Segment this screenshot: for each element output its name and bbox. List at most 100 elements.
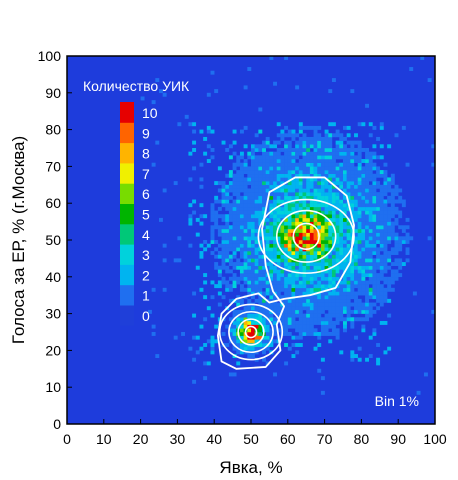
heatmap-cell: [320, 265, 325, 270]
heatmap-cell: [273, 276, 278, 281]
heatmap-cell: [376, 276, 381, 281]
heatmap-cell: [251, 181, 255, 186]
heatmap-cell: [372, 328, 377, 333]
heatmap-cell: [324, 136, 329, 141]
heatmap-cell: [221, 188, 226, 193]
heatmap-cell: [317, 243, 322, 248]
heatmap-cell: [284, 148, 289, 152]
heatmap-cell: [251, 313, 255, 318]
heatmap-cell: [313, 287, 318, 292]
heatmap-cell: [306, 273, 311, 278]
heatmap-cell: [339, 350, 344, 355]
heatmap-cell: [313, 125, 318, 130]
heatmap-cell: [251, 148, 255, 152]
colorbar-swatch: [120, 183, 134, 204]
heatmap-cell: [258, 199, 263, 204]
heatmap-cell: [269, 265, 274, 270]
heatmap-cell: [247, 192, 252, 197]
heatmap-cell: [265, 210, 270, 215]
heatmap-cell: [365, 173, 370, 178]
heatmap-cell: [379, 122, 384, 127]
heatmap-cell: [343, 148, 347, 152]
heatmap-cell: [350, 350, 355, 355]
heatmap-cell: [302, 287, 307, 292]
heatmap-cell: [254, 287, 259, 292]
heatmap-cell: [350, 269, 355, 274]
heatmap-cell: [331, 151, 336, 156]
heatmap-cell: [368, 291, 373, 296]
heatmap-cell: [368, 295, 373, 300]
heatmap-cell: [258, 280, 263, 285]
heatmap-cell: [243, 240, 248, 244]
heatmap-cell: [379, 170, 384, 175]
heatmap-cell: [298, 254, 303, 259]
heatmap-cell: [221, 214, 226, 219]
heatmap-cell: [273, 162, 278, 167]
heatmap-cell: [372, 192, 377, 197]
heatmap-cell: [269, 144, 274, 149]
heatmap-cell: [295, 276, 300, 281]
heatmap-cell: [331, 232, 336, 237]
heatmap-cell: [214, 247, 219, 252]
heatmap-cell: [379, 188, 384, 193]
heatmap-cell: [247, 287, 252, 292]
heatmap-cell: [313, 173, 318, 178]
heatmap-cell: [284, 217, 289, 222]
heatmap-cell: [192, 313, 197, 318]
heatmap-cell: [320, 284, 325, 289]
heatmap-cell: [328, 284, 333, 289]
heatmap-cell: [320, 210, 325, 215]
heatmap-cell: [287, 184, 292, 189]
heatmap-cell: [280, 199, 285, 204]
heatmap-cell: [383, 350, 388, 355]
heatmap-cell: [247, 195, 252, 200]
heatmap-cell: [258, 247, 263, 252]
heatmap-cell: [265, 177, 270, 182]
heatmap-cell: [291, 343, 296, 347]
heatmap-cell: [335, 133, 340, 138]
heatmap-cell: [365, 258, 370, 263]
heatmap-cell: [269, 221, 274, 226]
heatmap-cell: [320, 376, 325, 381]
heatmap-cell: [280, 276, 285, 281]
heatmap-cell: [328, 276, 333, 281]
heatmap-cell: [343, 273, 347, 278]
heatmap-cell: [324, 284, 329, 289]
heatmap-cell: [383, 188, 388, 193]
heatmap-cell: [228, 287, 233, 292]
heatmap-cell: [368, 254, 373, 259]
heatmap-cell: [320, 317, 325, 322]
heatmap-cell: [354, 148, 358, 152]
heatmap-cell: [376, 173, 381, 178]
heatmap-cell: [247, 306, 252, 311]
heatmap-cell: [228, 195, 233, 200]
heatmap-cell: [357, 302, 362, 307]
heatmap-cell: [228, 247, 233, 252]
heatmap-cell: [339, 251, 344, 255]
heatmap-cell: [258, 273, 263, 278]
heatmap-cell: [317, 151, 322, 156]
heatmap-cell: [328, 280, 333, 285]
heatmap-cell: [262, 276, 266, 281]
heatmap-cell: [214, 221, 219, 226]
heatmap-cell: [302, 125, 307, 130]
heatmap-cell: [284, 188, 289, 193]
heatmap-cell: [302, 195, 307, 200]
heatmap-cell: [365, 177, 370, 182]
heatmap-cell: [265, 144, 270, 149]
heatmap-cell: [361, 247, 366, 252]
heatmap-cell: [258, 295, 263, 300]
heatmap-cell: [324, 291, 329, 296]
heatmap-cell: [192, 291, 197, 296]
heatmap-cell: [291, 173, 296, 178]
heatmap-cell: [368, 273, 373, 278]
heatmap-cell: [284, 243, 289, 248]
heatmap-cell: [258, 184, 263, 189]
heatmap-cell: [306, 177, 311, 182]
heatmap-cell: [273, 269, 278, 274]
heatmap-cell: [346, 284, 351, 289]
heatmap-cell: [372, 184, 377, 189]
heatmap-cell: [254, 320, 259, 325]
heatmap-cell: [379, 232, 384, 237]
heatmap-cell: [258, 346, 263, 351]
